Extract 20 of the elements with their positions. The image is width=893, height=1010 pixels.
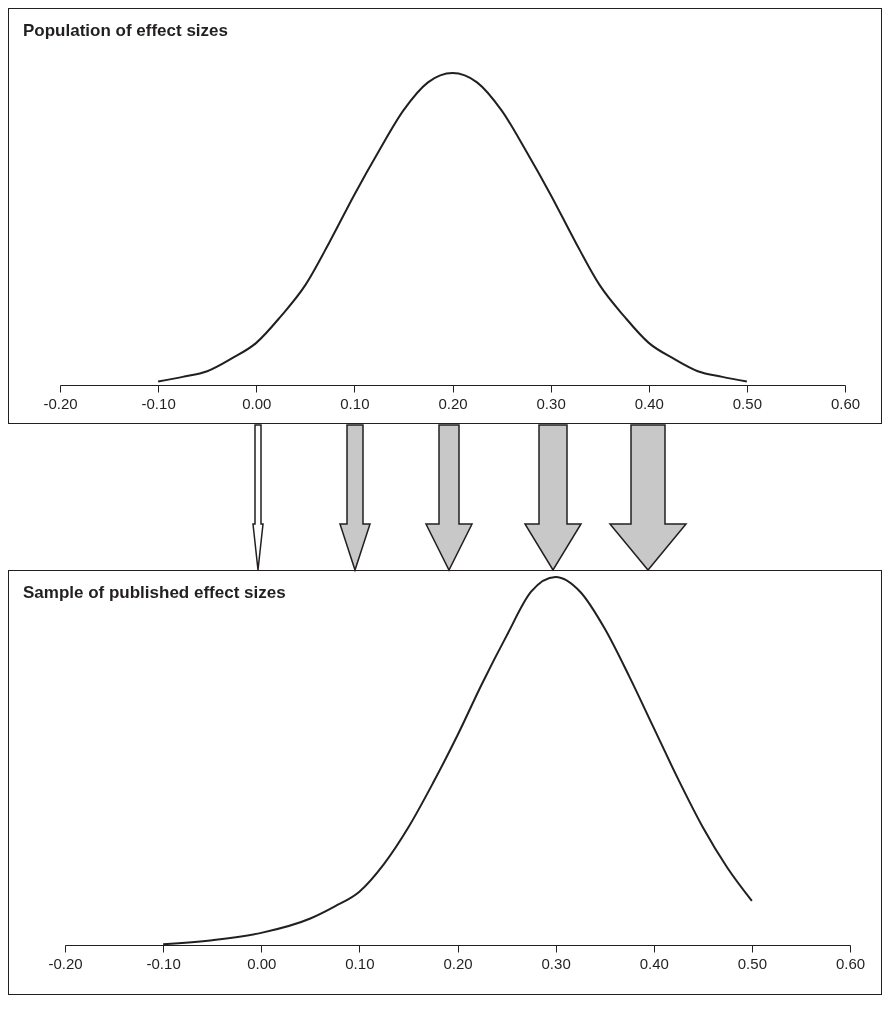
x-tick-label: -0.20 <box>48 954 83 972</box>
x-tick-label: 0.30 <box>541 954 571 972</box>
x-tick-label: 0.40 <box>634 394 664 412</box>
chart-title: Sample of published effect sizes <box>23 583 286 603</box>
x-tick-label: 0.00 <box>247 954 277 972</box>
x-tick-label: -0.10 <box>141 394 176 412</box>
x-tick-label: 0.00 <box>242 394 272 412</box>
x-tick-label: 0.50 <box>732 394 762 412</box>
chart-title: Population of effect sizes <box>23 21 228 41</box>
x-tick-label: -0.20 <box>43 394 78 412</box>
x-tick-label: 0.20 <box>438 394 468 412</box>
x-tick-label: -0.10 <box>146 954 181 972</box>
x-tick-label: 0.30 <box>536 394 566 412</box>
x-tick-label: 0.60 <box>830 394 861 412</box>
x-tick-label: 0.10 <box>345 954 375 972</box>
x-tick-label: 0.60 <box>835 954 866 972</box>
x-tick-label: 0.40 <box>639 954 669 972</box>
x-tick-label: 0.10 <box>340 394 370 412</box>
x-tick-label: 0.50 <box>737 954 767 972</box>
x-tick-label: 0.20 <box>443 954 473 972</box>
